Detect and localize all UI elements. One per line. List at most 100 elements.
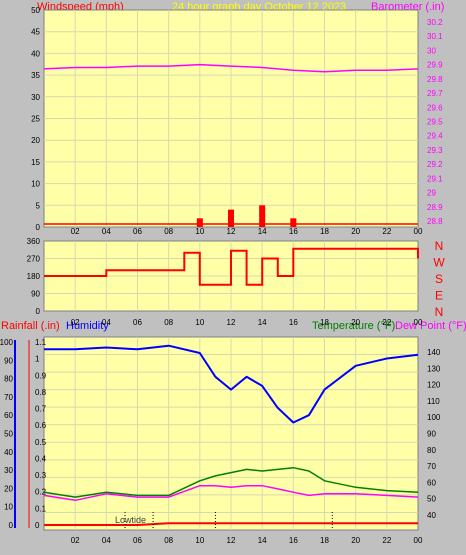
baro-tick-label: 29.1 xyxy=(427,174,443,183)
wind-tick-label: 50 xyxy=(31,6,40,15)
rain-tick-label: 0.1 xyxy=(35,504,47,513)
x-tick-label: 04 xyxy=(102,536,111,545)
x-tick-label: 08 xyxy=(164,536,173,545)
temperature-tick-label: 90 xyxy=(427,430,436,439)
wind-tick-label: 0 xyxy=(36,223,41,232)
temperature-tick-label: 110 xyxy=(427,397,440,406)
x-tick-label: 12 xyxy=(227,536,236,545)
rain-tick-label: 0.6 xyxy=(35,421,47,430)
rainfall-label: Rainfall (.in) xyxy=(1,320,60,332)
rain-tick-label: 1.1 xyxy=(35,338,47,347)
wind-tick-label: 15 xyxy=(31,158,40,167)
compass-letter: N xyxy=(435,305,444,319)
x-tick-label: 22 xyxy=(382,318,391,327)
direction-tick-label: 360 xyxy=(27,237,41,246)
x-tick-label: 00 xyxy=(414,536,423,545)
humidity-tick-label: 50 xyxy=(4,430,13,439)
humidity-tick-label: 0 xyxy=(9,521,14,530)
rain-tick-label: 0.8 xyxy=(35,388,47,397)
baro-tick-label: 29.7 xyxy=(427,89,443,98)
wind-tick-label: 30 xyxy=(31,93,40,102)
humidity-tick-label: 30 xyxy=(4,466,13,475)
lowtide-label: Lowtide xyxy=(115,515,146,525)
x-tick-label: 02 xyxy=(71,536,80,545)
x-tick-label: 10 xyxy=(195,318,204,327)
x-tick-label: 02 xyxy=(71,227,80,236)
temperature-label: Temperature (°F) xyxy=(312,320,396,332)
x-tick-label: 00 xyxy=(414,227,423,236)
wind-tick-label: 5 xyxy=(36,201,41,210)
baro-tick-label: 30.1 xyxy=(427,32,443,41)
x-tick-label: 08 xyxy=(164,227,173,236)
x-tick-label: 04 xyxy=(102,227,111,236)
humidity-tick-label: 20 xyxy=(4,484,13,493)
compass-letter: W xyxy=(433,256,445,270)
wind-tick-label: 25 xyxy=(31,115,40,124)
x-tick-label: 20 xyxy=(351,227,360,236)
x-tick-label: 18 xyxy=(320,536,329,545)
humidity-tick-label: 80 xyxy=(4,375,13,384)
wind-tick-label: 10 xyxy=(31,180,40,189)
x-tick-label: 12 xyxy=(227,227,236,236)
humidity-tick-label: 100 xyxy=(0,338,14,347)
dewpoint-line xyxy=(43,484,419,502)
temperature-tick-label: 40 xyxy=(427,511,436,520)
x-tick-label: 12 xyxy=(227,318,236,327)
rain-tick-label: 0.4 xyxy=(35,454,47,463)
rain-tick-label: 0.7 xyxy=(35,405,47,414)
baro-tick-label: 30.2 xyxy=(427,18,443,27)
x-tick-label: 06 xyxy=(133,318,142,327)
wind-tick-label: 40 xyxy=(31,49,40,58)
x-tick-label: 10 xyxy=(195,536,204,545)
rainfall-line xyxy=(44,522,418,526)
baro-tick-label: 29.3 xyxy=(427,146,443,155)
x-tick-label: 14 xyxy=(258,318,267,327)
temperature-tick-label: 60 xyxy=(427,478,436,487)
temperature-tick-label: 100 xyxy=(427,413,441,422)
rain-tick-label: 0.3 xyxy=(35,471,47,480)
rain-tick-label: 0.2 xyxy=(35,488,47,497)
x-tick-label: 08 xyxy=(164,318,173,327)
x-tick-label: 20 xyxy=(351,318,360,327)
x-tick-label: 06 xyxy=(133,227,142,236)
direction-tick-label: 0 xyxy=(36,307,41,316)
wind-bar xyxy=(259,205,266,227)
baro-tick-label: 29.6 xyxy=(427,103,443,112)
baro-tick-label: 30 xyxy=(427,46,436,55)
wind-bar xyxy=(228,209,234,227)
compass-letter: N xyxy=(435,239,444,253)
wind-tick-label: 20 xyxy=(31,136,40,145)
humidity-label: Humidity xyxy=(66,320,109,332)
x-tick-label: 00 xyxy=(414,318,423,327)
temperature-tick-label: 120 xyxy=(427,381,441,390)
compass-letter: E xyxy=(435,289,443,303)
x-tick-label: 16 xyxy=(289,318,298,327)
humidity-tick-label: 70 xyxy=(4,393,13,402)
baro-tick-label: 29.5 xyxy=(427,118,443,127)
barometer-line xyxy=(43,63,419,73)
rain-tick-label: 0 xyxy=(35,521,40,530)
direction-tick-label: 270 xyxy=(27,255,41,264)
wind-direction-line xyxy=(44,247,419,286)
x-tick-label: 06 xyxy=(133,536,142,545)
compass-letter: S xyxy=(435,272,443,286)
baro-tick-label: 29.2 xyxy=(427,160,443,169)
humidity-tick-label: 90 xyxy=(4,356,13,365)
temperature-tick-label: 130 xyxy=(427,364,441,373)
baro-tick-label: 29.9 xyxy=(427,61,443,70)
x-tick-label: 10 xyxy=(195,227,204,236)
temperature-tick-label: 70 xyxy=(427,462,436,471)
wind-bar xyxy=(290,218,297,227)
x-tick-label: 18 xyxy=(320,227,329,236)
x-tick-label: 22 xyxy=(382,227,391,236)
rain-tick-label: 1 xyxy=(35,355,40,364)
temperature-tick-label: 140 xyxy=(427,348,441,357)
humidity-tick-label: 60 xyxy=(4,411,13,420)
temperature-tick-label: 80 xyxy=(427,446,436,455)
rain-tick-label: 0.9 xyxy=(35,371,47,380)
x-tick-label: 14 xyxy=(258,227,267,236)
wind-tick-label: 35 xyxy=(31,71,40,80)
x-tick-label: 02 xyxy=(71,318,80,327)
humidity-tick-label: 10 xyxy=(4,503,13,512)
